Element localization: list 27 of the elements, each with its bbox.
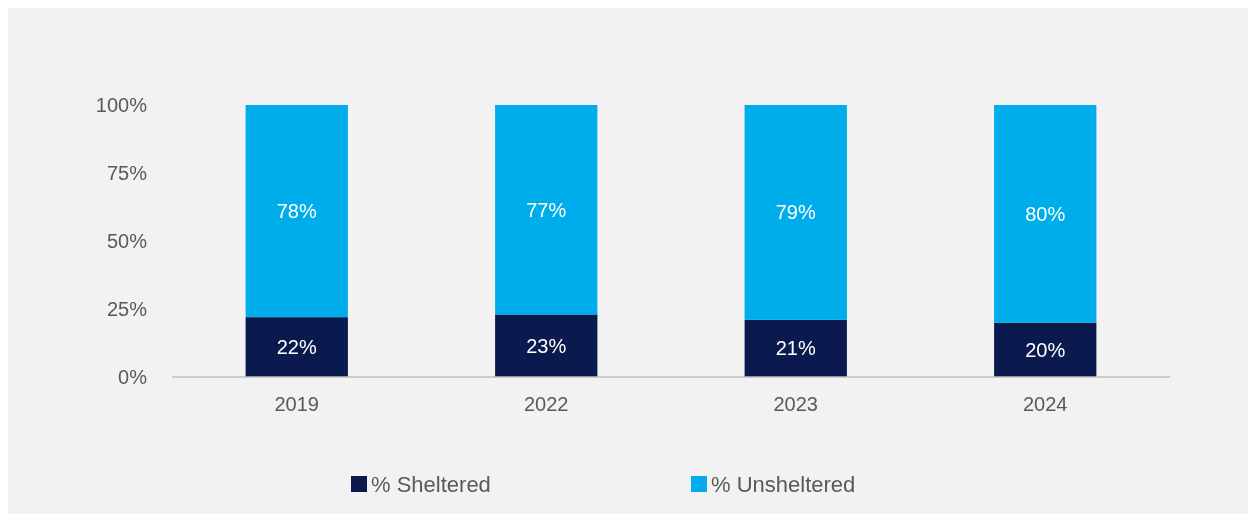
x-tick-label: 2023 [773,393,818,415]
legend-label: % Unsheltered [711,471,856,497]
data-label: 80% [1025,202,1066,225]
y-tick-label: 75% [106,162,148,184]
bar [744,319,847,377]
legend-label: % Sheltered [371,471,491,497]
bar [744,105,847,320]
data-label: 22% [276,336,317,359]
data-label: 20% [1025,338,1066,361]
data-label: 79% [775,201,816,224]
data-label: 23% [526,334,567,357]
data-label: 21% [775,337,816,360]
y-tick-label: 100% [95,94,148,116]
bar [245,317,348,377]
bar [994,322,1097,377]
x-tick-label: 2024 [1023,393,1068,415]
y-tick-label: 50% [106,230,148,252]
x-tick-label: 2022 [524,393,569,415]
data-label: 77% [526,198,567,221]
bar [994,105,1097,323]
bar [495,314,598,377]
x-tick-label: 2019 [274,393,319,415]
bar [245,105,348,318]
y-tick-label: 0% [118,366,148,388]
data-label: 78% [276,200,317,223]
y-tick-label: 25% [106,298,148,320]
bar [495,105,598,315]
